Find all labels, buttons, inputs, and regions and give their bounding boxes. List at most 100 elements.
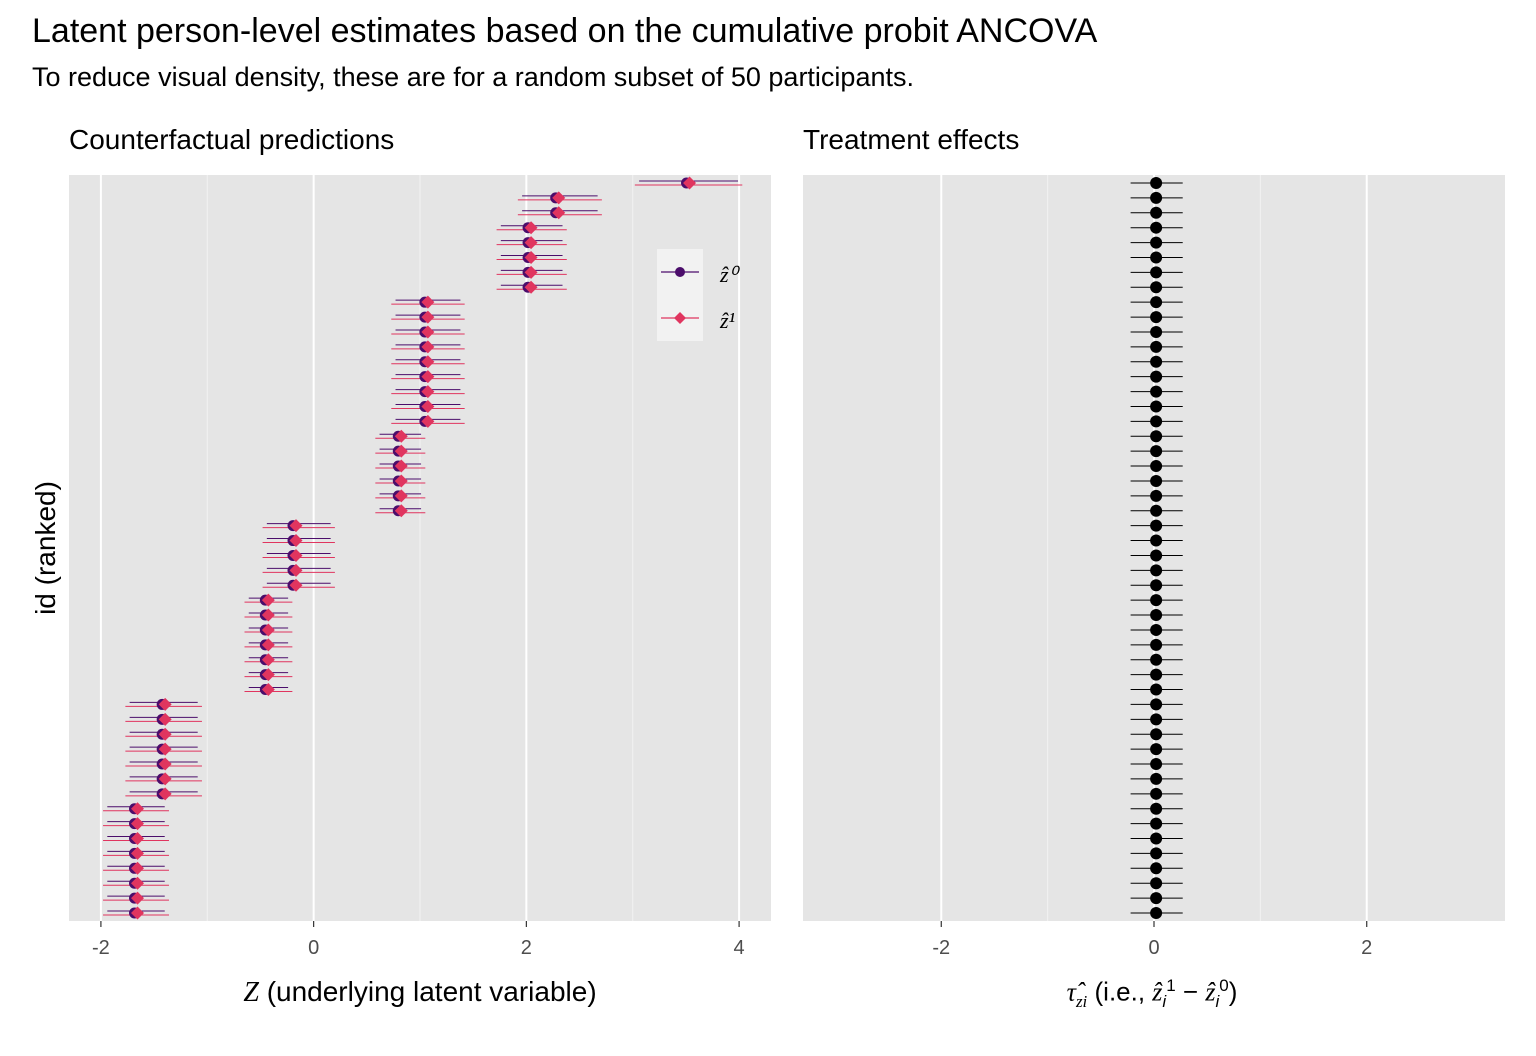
z1-point: [394, 474, 408, 488]
z1-point: [421, 385, 435, 399]
z1-point: [552, 206, 566, 220]
effect-point: [1150, 296, 1163, 309]
right-x-tick-label: 0: [1148, 937, 1159, 959]
left-x-tick-label: 0: [308, 937, 319, 959]
z1-point: [421, 295, 435, 309]
z1-point: [261, 683, 275, 697]
effect-point: [1150, 579, 1163, 592]
z1-point: [158, 787, 172, 801]
legend-z1-label: ẑ¹: [719, 308, 735, 333]
left-x-axis-label: Z (underlying latent variable): [243, 976, 597, 1008]
z1-point: [394, 504, 408, 518]
effect-point: [1150, 206, 1163, 219]
effect-point: [1150, 743, 1163, 756]
effect-point: [1150, 474, 1163, 487]
z1-point: [261, 608, 275, 622]
right-x-axis-label: τ̂zi (i.e., ẑi1 − ẑi0): [1066, 976, 1238, 1011]
z1-point: [421, 414, 435, 428]
effect-point: [1150, 832, 1163, 845]
z1-point: [394, 489, 408, 503]
left-x-tick-label: 4: [734, 937, 745, 959]
z1-point: [131, 846, 145, 860]
z1-point: [158, 727, 172, 741]
effect-point: [1150, 430, 1163, 443]
z1-point: [289, 519, 303, 533]
z1-point: [158, 697, 172, 711]
z1-point: [289, 548, 303, 562]
effect-point: [1150, 609, 1163, 622]
z1-point: [158, 772, 172, 786]
legend-key-background: [657, 249, 703, 341]
effect-point: [1150, 489, 1163, 502]
effect-point: [1150, 400, 1163, 413]
z1-point: [421, 370, 435, 384]
effect-point: [1150, 698, 1163, 711]
effect-point: [1150, 370, 1163, 383]
right-x-tick-label: 2: [1361, 937, 1372, 959]
z1-point: [683, 176, 697, 190]
z1-point: [261, 593, 275, 607]
z1-point: [131, 832, 145, 846]
z1-point: [261, 623, 275, 637]
effect-point: [1150, 653, 1163, 666]
z1-point: [131, 861, 145, 875]
effect-point: [1150, 177, 1163, 189]
effect-point: [1150, 415, 1163, 428]
z1-point: [524, 236, 538, 250]
z1-point: [131, 817, 145, 831]
z1-point: [394, 459, 408, 473]
left-panel-title: Counterfactual predictions: [69, 124, 395, 155]
effect-point: [1150, 877, 1163, 890]
legend-z0-label: ẑ⁰: [719, 262, 741, 287]
z1-point: [421, 325, 435, 339]
z1-point: [158, 757, 172, 771]
effect-point: [1150, 847, 1163, 860]
effect-point: [1150, 892, 1163, 905]
right-panel-title: Treatment effects: [803, 124, 1020, 155]
z1-point: [131, 802, 145, 816]
effect-point: [1150, 668, 1163, 681]
effect-point: [1150, 266, 1163, 279]
z1-point: [131, 891, 145, 905]
effect-point: [1150, 281, 1163, 294]
z1-point: [552, 191, 566, 205]
z1-point: [394, 429, 408, 443]
left-panel-marks: [103, 176, 743, 920]
effect-point: [1150, 325, 1163, 338]
effect-point: [1150, 221, 1163, 234]
effect-point: [1150, 504, 1163, 517]
effect-point: [1150, 534, 1163, 547]
z1-point: [261, 638, 275, 652]
legend-z0-point: [675, 267, 685, 277]
z1-point: [421, 399, 435, 413]
effect-point: [1150, 519, 1163, 532]
effect-point: [1150, 713, 1163, 726]
z1-point: [289, 578, 303, 592]
effect-point: [1150, 907, 1163, 919]
z1-point: [524, 265, 538, 279]
z1-point: [394, 444, 408, 458]
effect-point: [1150, 638, 1163, 651]
right-x-tick-label: -2: [932, 937, 950, 959]
left-x-tick-label: 2: [521, 937, 532, 959]
effect-point: [1150, 772, 1163, 785]
effect-point: [1150, 623, 1163, 636]
effect-point: [1150, 191, 1163, 204]
effect-point: [1150, 862, 1163, 875]
effect-point: [1150, 594, 1163, 607]
left-x-tick-label: -2: [92, 937, 110, 959]
legend: ẑ⁰ ẑ¹: [657, 249, 741, 341]
effect-point: [1150, 385, 1163, 398]
z1-point: [289, 563, 303, 577]
z1-point: [261, 653, 275, 667]
z1-point: [131, 906, 145, 920]
effect-point: [1150, 817, 1163, 830]
z1-point: [421, 310, 435, 324]
z1-point: [421, 355, 435, 369]
right-panel-marks: [1130, 177, 1183, 919]
effect-point: [1150, 340, 1163, 353]
effect-point: [1150, 311, 1163, 324]
z1-point: [289, 534, 303, 548]
x-axis-symbol-z: Z: [243, 977, 259, 1008]
